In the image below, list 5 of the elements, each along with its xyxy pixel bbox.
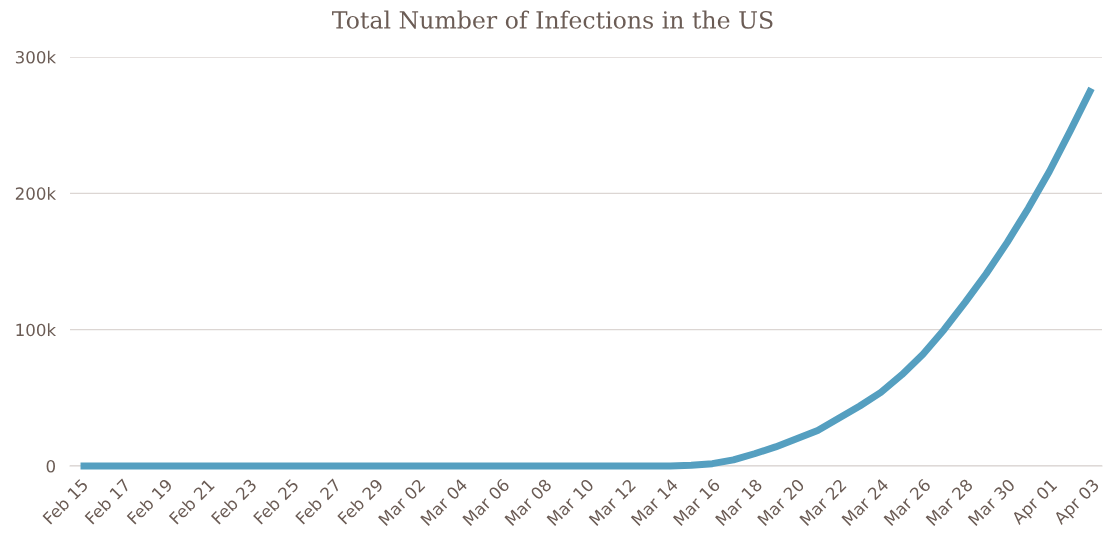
- y-tick-label: 0: [46, 459, 55, 473]
- y-tick-label: 100k: [16, 323, 57, 337]
- chart-title: Total Number of Infections in the US: [332, 10, 773, 29]
- y-tick-label: 300k: [15, 50, 57, 64]
- y-tick-label: 200k: [15, 187, 57, 200]
